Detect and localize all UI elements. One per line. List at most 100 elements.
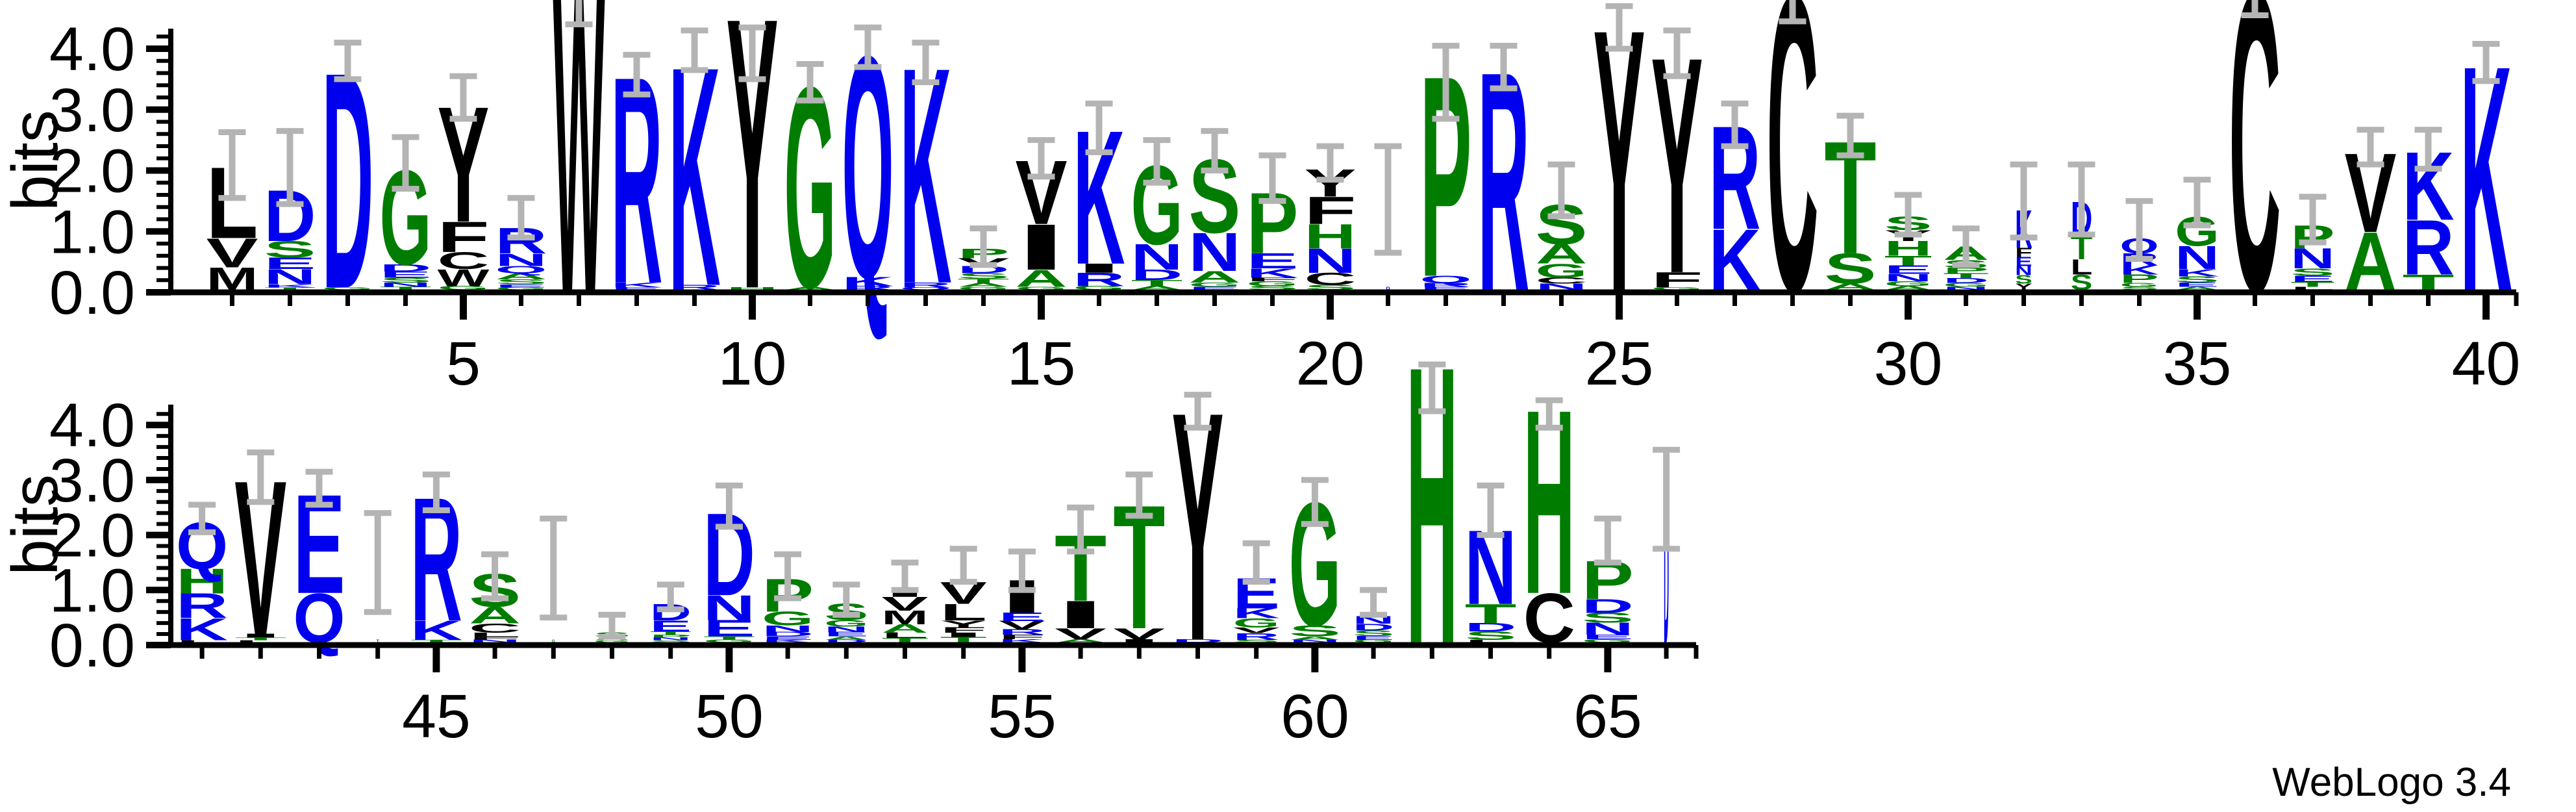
logo-letter-C: C (1767, 0, 1819, 379)
x-tick-label: 20 (1296, 329, 1365, 398)
logo-letter-S: S (1305, 284, 1357, 292)
logo-letter-N: N (495, 250, 547, 270)
logo-letter-N: N (469, 639, 521, 644)
x-tick-label: 55 (988, 682, 1057, 751)
x-tick-label: 45 (402, 682, 471, 751)
error-bar (422, 471, 450, 513)
error-bar (1952, 225, 1980, 268)
x-tick-label: 40 (2452, 329, 2521, 398)
error-bar (969, 225, 997, 268)
logo-letter-N: N (703, 589, 755, 628)
logo-letter-A: A (824, 635, 868, 641)
logo-letter-T: T (234, 637, 286, 641)
logo-letter-E: E (2291, 274, 2335, 284)
error-bar (565, 0, 593, 27)
logo-letter-H: H (176, 562, 228, 602)
logo-letter-K: K (611, 281, 663, 289)
logo-letter-G: G (762, 607, 814, 629)
logo-letter-G: G (2120, 282, 2159, 288)
error-bar (1316, 143, 1344, 183)
logo-letter-D: D (1131, 267, 1183, 283)
error-bar (305, 468, 333, 508)
logo-letter-G: G (1943, 282, 1988, 288)
logo-letter-Q: Q (495, 264, 547, 275)
logo-letter-G: G (1884, 280, 1932, 288)
y-tick-label: 0.0 (49, 259, 135, 327)
logo-letter-A: A (1884, 285, 1932, 291)
logo-letter-S: S (1289, 622, 1341, 640)
logo-letter-L: L (882, 631, 929, 640)
logo-letter-G: G (1651, 286, 1703, 290)
logo-letter-M: M (882, 607, 929, 629)
logo-letter-D: D (1943, 277, 1988, 285)
error-bar (2299, 194, 2327, 246)
logo-letter-E: E (1884, 263, 1932, 277)
logo-letter-L: L (1465, 639, 1517, 644)
logo-letter-E: E (762, 635, 814, 641)
logo-stack-pos-1: MVL (206, 146, 258, 296)
x-tick-label: 15 (1007, 329, 1076, 398)
error-bar (2357, 127, 2384, 168)
error-bar (2414, 127, 2442, 172)
error-bar (1894, 192, 1922, 238)
logo-letter-E: E (999, 610, 1045, 623)
logo-letter-G: G (495, 286, 547, 290)
error-bar (247, 450, 275, 505)
logo-letter-V: V (1113, 625, 1166, 642)
logo-letter-G: G (1189, 281, 1241, 288)
error-bar (891, 559, 919, 593)
error-bar (912, 40, 940, 86)
logo-letter-A: A (1289, 635, 1341, 641)
logo-letter-R: R (999, 628, 1045, 637)
logo-letter-K: K (1247, 266, 1299, 280)
y-tick-label: 1.0 (49, 556, 135, 625)
logo-letter-T: T (410, 639, 462, 644)
error-bar (2125, 197, 2153, 262)
logo-letter-G: G (1353, 639, 1394, 644)
logo-letter-A: A (1131, 285, 1183, 291)
logo-letter-I: I (940, 631, 987, 639)
x-tick-label: 30 (1874, 329, 1943, 398)
logo-letter-I: I (1055, 592, 1107, 637)
logo-stack-pos-44: T (376, 640, 379, 644)
logo-letter-T: T (376, 640, 379, 644)
logo-letter-F: F (2015, 245, 2032, 260)
logo-letter-H: H (727, 286, 779, 290)
logo-letter-V: V (882, 593, 929, 615)
logo-letter-T: T (703, 635, 755, 641)
logo-letter-E: E (1189, 286, 1241, 290)
logo-letter-G: G (1016, 286, 1068, 290)
logo-letter-G: G (438, 285, 490, 291)
logo-letter-I: I (234, 633, 286, 639)
x-tick-label: 35 (2163, 329, 2232, 398)
logo-letter-A: A (784, 286, 836, 290)
logo-letter-P: P (650, 634, 692, 639)
logo-letter-K: K (842, 275, 894, 289)
y-tick-label: 4.0 (49, 391, 135, 460)
logo-letter-F: F (1305, 189, 1357, 233)
logo-letter-A: A (882, 622, 929, 635)
logo-letter-F: F (469, 636, 521, 641)
logo-letter-T: T (1943, 272, 1988, 280)
logo-letter-F: F (940, 626, 987, 635)
y-axis-title: bits (0, 474, 71, 576)
logo-letter-V: V (1233, 626, 1280, 635)
logo-letter-Q: Q (900, 286, 952, 290)
error-bar (1067, 504, 1095, 555)
logo-letter-F: F (1651, 268, 1703, 292)
error-bar (2068, 161, 2095, 238)
logo-letter-I: I (1073, 261, 1125, 275)
error-bar (1663, 27, 1691, 79)
logo-letter-V: V (1055, 625, 1107, 642)
logo-letter-S: S (1353, 629, 1394, 638)
logo-letter-K: K (762, 639, 814, 644)
logo-letter-A: A (1016, 265, 1068, 292)
error-bar (1490, 42, 1518, 92)
logo-letter-N: N (2291, 243, 2335, 275)
logo-letter-R: R (1420, 282, 1472, 288)
